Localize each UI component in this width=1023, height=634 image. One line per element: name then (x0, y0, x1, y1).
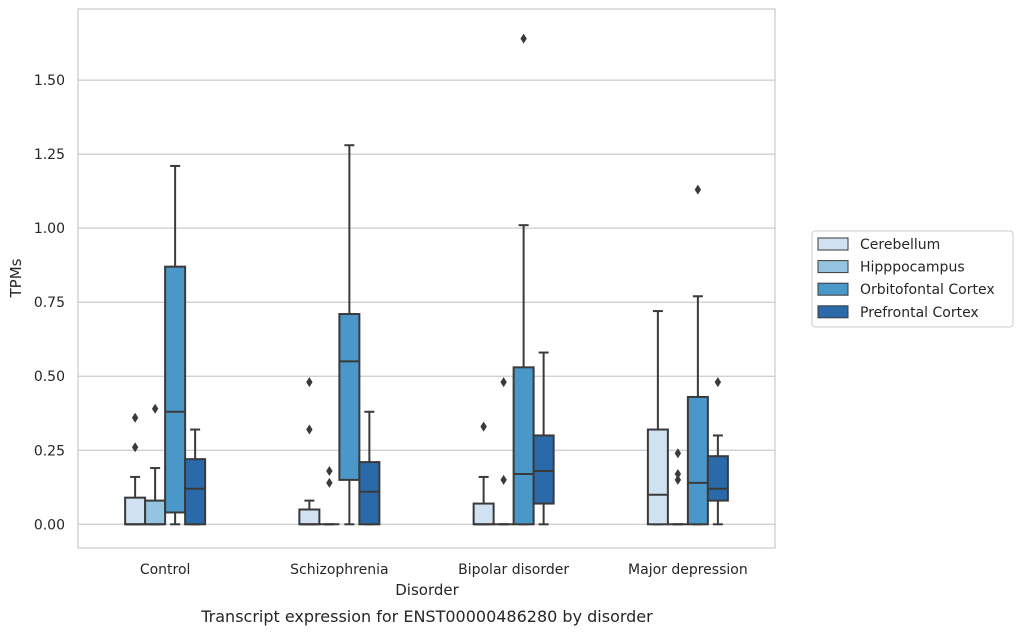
x-tick-label: Major depression (628, 562, 748, 578)
box-orbitofontal-cortex (686, 184, 709, 526)
outlier-point (674, 468, 682, 479)
outlier-point (674, 474, 682, 485)
outlier-point (326, 466, 333, 476)
outlier-point (520, 33, 527, 44)
box-prefrontal-cortex (532, 351, 555, 526)
outlier-point (151, 403, 159, 414)
legend-frame (811, 230, 1014, 328)
x-tick-label: Bipolar disorder (458, 562, 569, 578)
y-tick-label: 1.25 (34, 147, 65, 163)
box-iqr (144, 499, 167, 526)
plot-frame (77, 8, 776, 549)
outlier-point (326, 477, 333, 488)
legend-swatch (817, 237, 849, 251)
legend-label: Prefrontal Cortex (860, 305, 979, 321)
box-iqr (164, 265, 187, 514)
outlier-point (131, 442, 139, 453)
outlier-point (480, 421, 487, 432)
legend-swatch (817, 260, 849, 274)
legend-swatch (817, 282, 849, 296)
box-iqr (706, 455, 729, 502)
box-cerebellum (124, 412, 147, 526)
box-iqr (358, 461, 381, 526)
legend: Cerebellum Hipppocampus Orbitofontal Corte… (811, 230, 1014, 328)
box-cerebellum (646, 310, 669, 526)
x-axis-ticks: Control Schizophrenia Bipolar disorder Majo… (140, 562, 748, 578)
box-iqr (472, 502, 495, 526)
outlier-point (131, 412, 139, 423)
box-prefrontal-cortex (358, 410, 381, 526)
box-iqr (532, 434, 555, 505)
y-tick-label: 0.25 (34, 443, 65, 459)
outlier-point (714, 377, 722, 388)
outlier-point (674, 448, 682, 459)
plot-area (124, 33, 729, 526)
outlier-point (306, 424, 313, 435)
legend-label: Hipppocampus (860, 260, 965, 276)
box-iqr (124, 496, 147, 526)
box-hipppocampus (319, 466, 340, 526)
y-tick-label: 0.50 (34, 369, 65, 385)
box-prefrontal-cortex (184, 428, 207, 526)
box-hipppocampus (144, 403, 167, 526)
y-tick-label: 1.00 (34, 221, 65, 237)
outlier-point (694, 184, 702, 195)
box-orbitofontal-cortex (512, 33, 535, 526)
box-iqr (338, 313, 361, 481)
box-orbitofontal-cortex (338, 144, 361, 526)
y-axis-label: TPMs (7, 258, 25, 298)
legend-label: Cerebellum (860, 237, 940, 253)
y-tick-label: 1.50 (34, 73, 65, 89)
chart-caption: Transcript expression for ENST0000048628… (200, 607, 653, 626)
y-tick-label: 0.75 (34, 295, 65, 311)
box-orbitofontal-cortex (164, 164, 187, 526)
outlier-point (306, 377, 313, 388)
box-hipppocampus (493, 377, 514, 526)
box-iqr (184, 458, 207, 526)
box-iqr (686, 395, 709, 526)
box-iqr (298, 508, 321, 526)
box-prefrontal-cortex (706, 377, 729, 526)
box-cerebellum (298, 377, 321, 526)
x-tick-label: Control (140, 562, 191, 578)
outlier-point (500, 474, 507, 485)
x-axis-label: Disorder (395, 581, 459, 599)
box-iqr (512, 366, 535, 526)
outlier-point (500, 377, 507, 388)
legend-label: Orbitofontal Cortex (860, 282, 995, 298)
box-iqr (646, 428, 669, 526)
y-tick-label: 0.00 (34, 517, 65, 533)
x-tick-label: Schizophrenia (290, 562, 388, 578)
legend-swatch (817, 305, 849, 319)
y-axis-ticks: 0.00 0.25 0.50 0.75 1.00 1.25 1.50 (34, 73, 65, 533)
box-cerebellum (472, 421, 495, 526)
box-hipppocampus (667, 448, 688, 526)
